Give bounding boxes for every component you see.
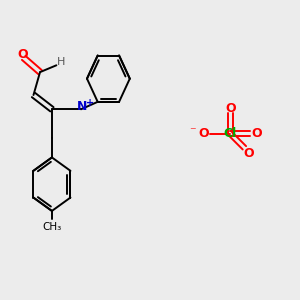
Text: H: H	[57, 57, 65, 67]
Text: N: N	[76, 100, 87, 113]
Text: O: O	[225, 102, 236, 115]
Text: +: +	[86, 98, 94, 108]
Text: ⁻: ⁻	[190, 125, 196, 138]
Text: O: O	[199, 127, 209, 140]
Text: O: O	[244, 147, 254, 160]
Text: Cl: Cl	[224, 127, 237, 140]
Text: O: O	[252, 127, 262, 140]
Text: O: O	[17, 48, 28, 61]
Text: CH₃: CH₃	[42, 222, 62, 232]
